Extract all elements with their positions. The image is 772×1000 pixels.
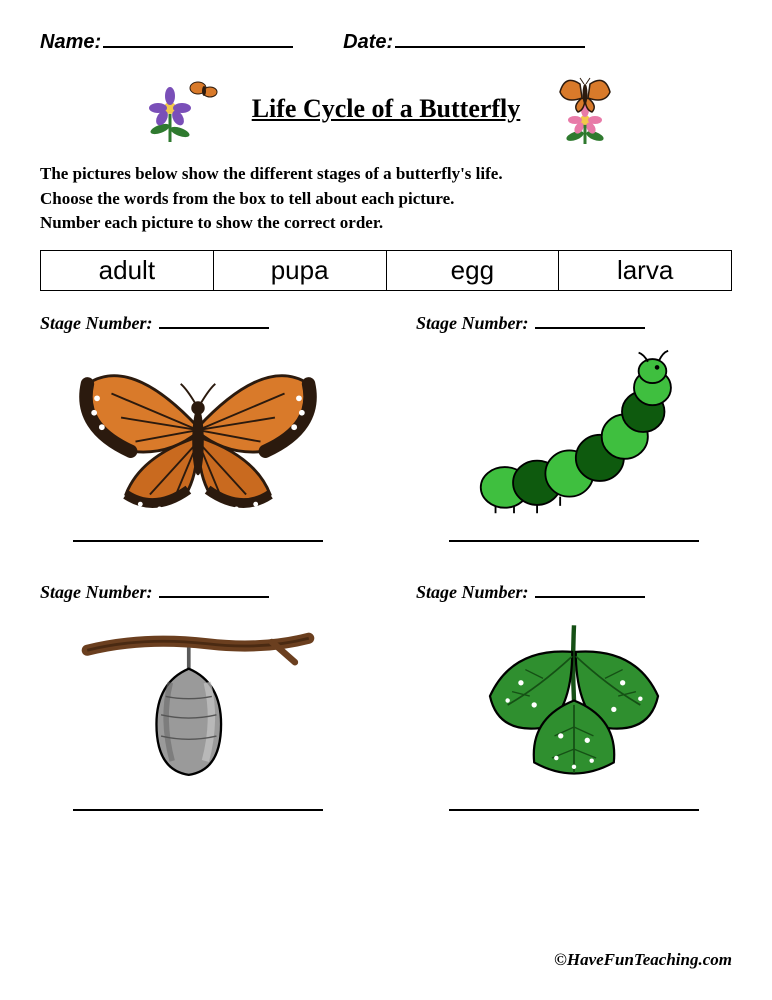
stage-number-line[interactable] [159,313,269,329]
answer-line[interactable] [73,540,323,542]
answer-line[interactable] [449,540,699,542]
stage-cell-chrysalis: Stage Number: [40,582,356,811]
stage-cell-leaves: Stage Number: [416,582,732,811]
name-field[interactable]: Name: [40,30,293,54]
butterfly-image [40,342,356,522]
word-box: adult pupa egg larva [40,250,732,291]
word-option: adult [41,250,214,290]
footer-copyright: ©HaveFunTeaching.com [554,950,732,970]
stage-number-line[interactable] [535,313,645,329]
flower-butterfly-right-icon [540,74,630,144]
header-row: Name: Date: [40,30,732,54]
answer-line[interactable] [73,809,323,811]
instruction-line: Number each picture to show the correct … [40,211,732,236]
flower-butterfly-left-icon [142,74,232,144]
name-line[interactable] [103,30,293,48]
stage-number-label: Stage Number: [416,313,529,334]
page-title: Life Cycle of a Butterfly [252,94,521,124]
stages-grid: Stage Number: [40,313,732,811]
stage-number-field[interactable]: Stage Number: [416,582,732,603]
name-label: Name: [40,31,101,54]
stage-cell-caterpillar: Stage Number: [416,313,732,542]
date-line[interactable] [395,30,585,48]
stage-number-label: Stage Number: [416,582,529,603]
stage-cell-butterfly: Stage Number: [40,313,356,542]
leaves-image [416,611,732,791]
word-option: pupa [213,250,386,290]
stage-number-label: Stage Number: [40,582,153,603]
stage-number-line[interactable] [535,582,645,598]
instructions: The pictures below show the different st… [40,162,732,236]
date-label: Date: [343,31,393,54]
stage-number-field[interactable]: Stage Number: [40,582,356,603]
date-field[interactable]: Date: [343,30,585,54]
chrysalis-image [40,611,356,791]
word-option: egg [386,250,559,290]
caterpillar-image [416,342,732,522]
word-option: larva [559,250,732,290]
answer-line[interactable] [449,809,699,811]
title-row: Life Cycle of a Butterfly [40,74,732,144]
instruction-line: The pictures below show the different st… [40,162,732,187]
instruction-line: Choose the words from the box to tell ab… [40,187,732,212]
stage-number-field[interactable]: Stage Number: [416,313,732,334]
stage-number-field[interactable]: Stage Number: [40,313,356,334]
stage-number-line[interactable] [159,582,269,598]
stage-number-label: Stage Number: [40,313,153,334]
